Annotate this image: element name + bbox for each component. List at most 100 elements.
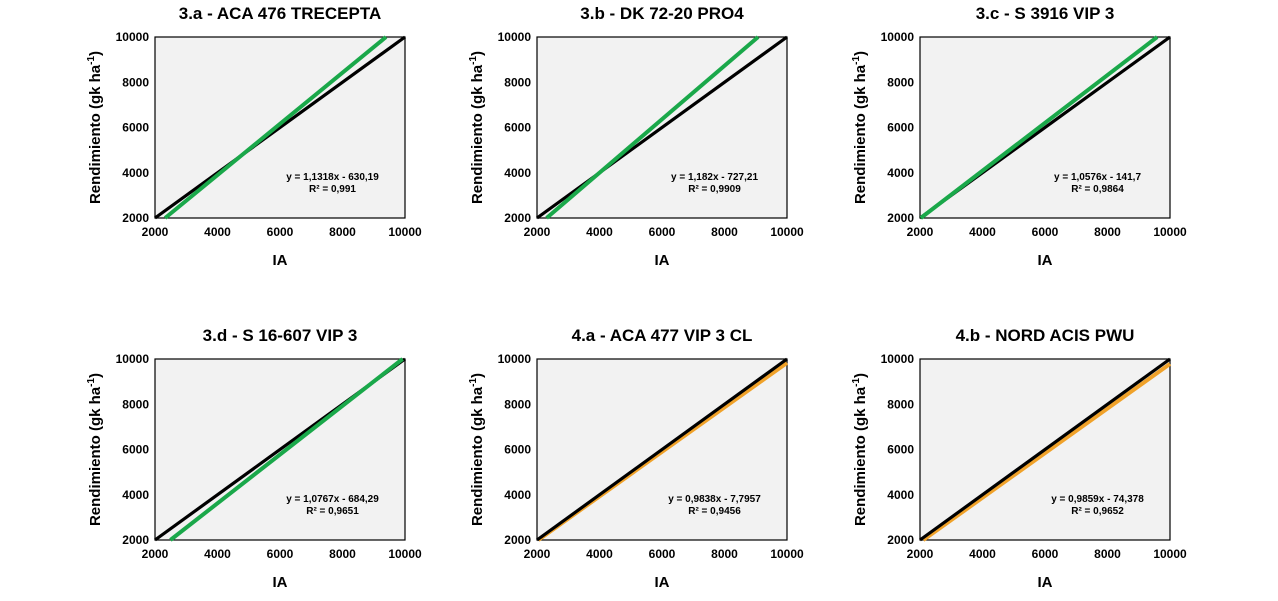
regression-equation: y = 1,0767x - 684,29 bbox=[286, 494, 379, 505]
y-tick-label: 6000 bbox=[122, 121, 149, 135]
x-tick-label: 4000 bbox=[969, 225, 996, 239]
regression-line bbox=[922, 362, 1172, 542]
identity-line bbox=[919, 357, 1171, 542]
y-axis-label-close: ) bbox=[469, 373, 486, 378]
x-tick-label: 8000 bbox=[329, 225, 356, 239]
x-axis-label: IA bbox=[655, 574, 670, 591]
chart-title: 4.b - NORD ACIS PWU bbox=[956, 326, 1135, 345]
y-tick-label: 8000 bbox=[887, 75, 914, 89]
r-squared-label: R² = 0,9651 bbox=[306, 506, 359, 517]
x-tick-label: 8000 bbox=[1094, 225, 1121, 239]
identity-line bbox=[536, 357, 788, 542]
y-tick-label: 8000 bbox=[504, 75, 531, 89]
y-axis-label-close: ) bbox=[469, 51, 486, 56]
y-tick-label: 2000 bbox=[887, 211, 914, 225]
x-tick-label: 8000 bbox=[329, 547, 356, 561]
y-tick-label: 6000 bbox=[122, 443, 149, 457]
x-tick-label: 10000 bbox=[770, 225, 804, 239]
x-tick-label: 8000 bbox=[711, 225, 738, 239]
y-tick-label: 6000 bbox=[887, 443, 914, 457]
x-tick-label: 2000 bbox=[524, 225, 551, 239]
x-axis-label: IA bbox=[1038, 574, 1053, 591]
chart-title: 3.a - ACA 476 TRECEPTA bbox=[179, 4, 381, 23]
x-tick-label: 4000 bbox=[204, 225, 231, 239]
y-axis-label-text: Rendimiento (gk ha bbox=[87, 64, 104, 204]
y-tick-label: 2000 bbox=[887, 533, 914, 547]
regression-equation: y = 1,1318x - 630,19 bbox=[286, 172, 379, 183]
x-tick-label: 10000 bbox=[388, 225, 422, 239]
x-tick-label: 6000 bbox=[1032, 225, 1059, 239]
regression-equation: y = 0,9859x - 74,378 bbox=[1051, 494, 1144, 505]
chart-title: 3.d - S 16-607 VIP 3 bbox=[203, 326, 358, 345]
y-axis-label: Rendimiento (gk ha-1) bbox=[86, 373, 104, 526]
chart-title: 3.c - S 3916 VIP 3 bbox=[976, 4, 1115, 23]
x-tick-label: 6000 bbox=[649, 225, 676, 239]
y-tick-label: 4000 bbox=[887, 166, 914, 180]
chart-title: 3.b - DK 72-20 PRO4 bbox=[580, 4, 744, 23]
x-tick-label: 10000 bbox=[770, 547, 804, 561]
x-tick-label: 2000 bbox=[524, 547, 551, 561]
x-tick-label: 10000 bbox=[1153, 225, 1187, 239]
chart-panel-6: 4.b - NORD ACIS PWU 2000 4000 6000 8000 10000… bbox=[851, 326, 1187, 591]
x-tick-label: 6000 bbox=[649, 547, 676, 561]
x-axis-label: IA bbox=[273, 252, 288, 269]
y-tick-label: 8000 bbox=[122, 397, 149, 411]
x-tick-label: 8000 bbox=[1094, 547, 1121, 561]
r-squared-label: R² = 0,9864 bbox=[1071, 184, 1124, 195]
regression-line bbox=[919, 35, 1159, 220]
regression-line bbox=[545, 35, 760, 220]
y-axis-label: Rendimiento (gk ha-1) bbox=[468, 373, 486, 526]
y-axis-label-superscript: -1 bbox=[468, 56, 479, 65]
y-tick-label: 4000 bbox=[504, 488, 531, 502]
y-axis-label-text: Rendimiento (gk ha bbox=[469, 386, 486, 526]
y-axis-label-superscript: -1 bbox=[851, 56, 862, 65]
x-tick-label: 2000 bbox=[142, 547, 169, 561]
regression-equation: y = 0,9838x - 7,7957 bbox=[668, 494, 761, 505]
y-axis-label: Rendimiento (gk ha-1) bbox=[86, 51, 104, 204]
x-axis-label: IA bbox=[273, 574, 288, 591]
y-tick-label: 10000 bbox=[498, 352, 532, 366]
regression-line bbox=[163, 35, 388, 220]
y-tick-label: 8000 bbox=[887, 397, 914, 411]
y-axis-label-close: ) bbox=[852, 51, 869, 56]
x-tick-label: 10000 bbox=[1153, 547, 1187, 561]
y-axis-label-superscript: -1 bbox=[86, 56, 97, 65]
x-axis-label: IA bbox=[655, 252, 670, 269]
y-tick-label: 4000 bbox=[504, 166, 531, 180]
y-tick-label: 10000 bbox=[881, 30, 915, 44]
r-squared-label: R² = 0,9456 bbox=[688, 506, 741, 517]
y-axis-label-text: Rendimiento (gk ha bbox=[852, 64, 869, 204]
y-axis-label-close: ) bbox=[852, 373, 869, 378]
y-tick-label: 10000 bbox=[116, 352, 150, 366]
chart-panel-3: 3.c - S 3916 VIP 3 2000 4000 6000 8000 10000 2… bbox=[851, 4, 1187, 269]
y-tick-label: 2000 bbox=[504, 533, 531, 547]
identity-line bbox=[536, 35, 788, 220]
y-tick-label: 6000 bbox=[504, 121, 531, 135]
chart-panel-4: 3.d - S 16-607 VIP 3 2000 4000 6000 8000 1000… bbox=[86, 326, 422, 591]
y-tick-label: 6000 bbox=[887, 121, 914, 135]
r-squared-label: R² = 0,991 bbox=[309, 184, 356, 195]
y-axis-label-text: Rendimiento (gk ha bbox=[852, 386, 869, 526]
y-tick-label: 4000 bbox=[887, 488, 914, 502]
chart-panel-2: 3.b - DK 72-20 PRO4 2000 4000 6000 8000 10000… bbox=[468, 4, 804, 269]
x-tick-label: 4000 bbox=[586, 547, 613, 561]
y-tick-label: 8000 bbox=[504, 397, 531, 411]
x-tick-label: 2000 bbox=[142, 225, 169, 239]
y-axis-label-text: Rendimiento (gk ha bbox=[469, 64, 486, 204]
x-tick-label: 6000 bbox=[1032, 547, 1059, 561]
regression-equation: y = 1,182x - 727,21 bbox=[671, 172, 758, 183]
identity-line bbox=[154, 35, 406, 220]
x-tick-label: 4000 bbox=[969, 547, 996, 561]
y-axis-label-text: Rendimiento (gk ha bbox=[87, 386, 104, 526]
y-axis-label-superscript: -1 bbox=[468, 378, 479, 387]
x-tick-label: 2000 bbox=[907, 225, 934, 239]
y-tick-label: 2000 bbox=[122, 211, 149, 225]
y-axis-label: Rendimiento (gk ha-1) bbox=[851, 51, 869, 204]
x-tick-label: 6000 bbox=[267, 547, 294, 561]
y-tick-label: 4000 bbox=[122, 166, 149, 180]
y-tick-label: 6000 bbox=[504, 443, 531, 457]
x-tick-label: 6000 bbox=[267, 225, 294, 239]
y-axis-label-superscript: -1 bbox=[86, 378, 97, 387]
y-axis-label: Rendimiento (gk ha-1) bbox=[851, 373, 869, 526]
